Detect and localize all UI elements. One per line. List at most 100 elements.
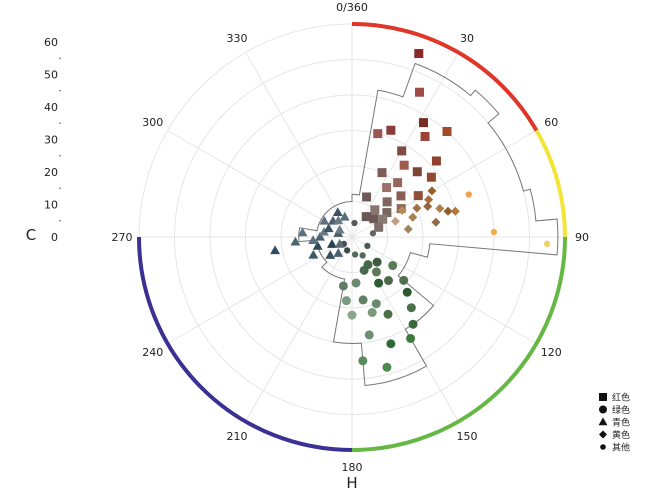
- data-point-square: [442, 126, 452, 136]
- data-point-square: [382, 183, 392, 193]
- data-point-square: [378, 214, 388, 224]
- data-point-circle: [374, 278, 384, 288]
- hue-band-arc: [137, 236, 353, 452]
- polar-grid: [138, 23, 566, 451]
- data-point-circle: [338, 281, 348, 291]
- data-points: [270, 49, 551, 372]
- data-point-diamond: [408, 212, 418, 222]
- hue-band-arc: [351, 22, 539, 132]
- data-point-diamond: [403, 224, 413, 234]
- data-point-triangle: [308, 235, 319, 245]
- data-point-triangle: [315, 231, 325, 241]
- data-point-circle: [383, 309, 393, 319]
- y-axis-title: C: [26, 226, 36, 244]
- data-point-diamond: [431, 217, 441, 227]
- data-point-triangle: [334, 238, 345, 248]
- angle-tick-label: 330: [226, 32, 247, 45]
- data-point-circle: [371, 299, 381, 309]
- data-point-square: [386, 125, 396, 135]
- data-point-square: [426, 172, 436, 182]
- data-point-circle: [364, 330, 374, 340]
- data-point-square: [412, 167, 422, 177]
- data-point-triangle: [333, 215, 344, 225]
- data-point-square: [374, 222, 384, 232]
- data-point-circle: [363, 260, 373, 270]
- data-point-small-circle: [490, 228, 498, 236]
- legend-marker-diamond: [599, 430, 607, 439]
- radial-minor-tick: [59, 90, 61, 92]
- data-point-small-circle: [364, 242, 371, 250]
- data-point-square: [393, 178, 403, 188]
- hue-band-arc: [534, 129, 567, 238]
- data-point-diamond: [427, 186, 437, 196]
- data-point-diamond: [435, 203, 445, 213]
- data-point-square: [361, 212, 371, 222]
- data-point-square: [413, 191, 423, 201]
- data-point-circle: [402, 287, 412, 297]
- radial-tick-label: 20: [44, 166, 58, 179]
- data-point-square: [414, 49, 424, 59]
- legend-marker-triangle: [598, 417, 608, 426]
- angle-tick-label: 120: [541, 346, 562, 359]
- radial-tick-label: 30: [44, 134, 58, 147]
- data-point-small-circle: [465, 191, 472, 198]
- grid-spoke: [351, 52, 459, 238]
- data-point-square: [420, 131, 430, 141]
- data-point-triangle: [327, 239, 337, 248]
- data-point-triangle: [323, 223, 334, 233]
- data-point-diamond: [390, 216, 400, 226]
- data-point-diamond: [450, 206, 460, 216]
- grid-spoke: [167, 236, 353, 344]
- angle-tick-label: 90: [575, 231, 589, 244]
- data-point-circle: [367, 307, 377, 317]
- radial-axis: 0 10 20 30 40 50 60: [44, 36, 61, 244]
- hue-band-arc: [351, 236, 567, 452]
- data-point-square: [382, 208, 392, 218]
- x-axis-title: H: [346, 474, 357, 492]
- data-point-triangle: [312, 241, 323, 250]
- grid-spoke: [245, 236, 353, 422]
- data-point-circle: [406, 303, 416, 313]
- data-point-triangle: [319, 215, 330, 225]
- data-point-circle: [358, 356, 368, 366]
- data-point-triangle: [308, 249, 319, 259]
- data-point-circle: [408, 319, 418, 329]
- data-point-triangle: [270, 245, 281, 255]
- hue-band: [137, 22, 567, 452]
- data-point-triangle: [333, 248, 344, 257]
- data-point-square: [397, 146, 407, 156]
- data-point-circle: [406, 333, 416, 343]
- legend-marker-circle: [599, 405, 607, 414]
- data-point-small-circle: [343, 247, 351, 254]
- data-point-circle: [347, 310, 357, 320]
- grid-spoke: [245, 52, 353, 238]
- radial-minor-tick: [59, 220, 61, 222]
- angle-tick-labels: 0/360 30 60 90 120 150 180 210 240 270 300 330: [111, 1, 589, 474]
- data-point-square: [373, 129, 383, 139]
- data-point-circle: [386, 339, 396, 349]
- angle-tick-label: 270: [111, 231, 132, 244]
- data-point-square: [377, 168, 387, 178]
- data-point-small-circle: [351, 219, 358, 227]
- angle-tick-label: 240: [142, 346, 163, 359]
- data-point-triangle: [339, 211, 350, 221]
- radial-minor-tick: [59, 57, 61, 59]
- data-point-square: [370, 205, 380, 215]
- data-point-diamond: [443, 206, 453, 216]
- data-point-triangle: [319, 226, 329, 236]
- angle-tick-label: 300: [142, 116, 163, 129]
- data-point-small-circle: [369, 230, 377, 237]
- data-point-square: [382, 197, 392, 207]
- angle-tick-label: 30: [460, 32, 474, 45]
- data-point-triangle: [325, 250, 336, 259]
- radial-tick-label: 40: [44, 101, 58, 114]
- data-point-diamond: [397, 205, 407, 215]
- legend-marker-small-circle: [600, 444, 606, 450]
- data-point-circle: [371, 267, 381, 277]
- radial-minor-tick: [59, 187, 61, 189]
- data-point-small-circle: [543, 240, 551, 247]
- data-point-square: [362, 192, 372, 202]
